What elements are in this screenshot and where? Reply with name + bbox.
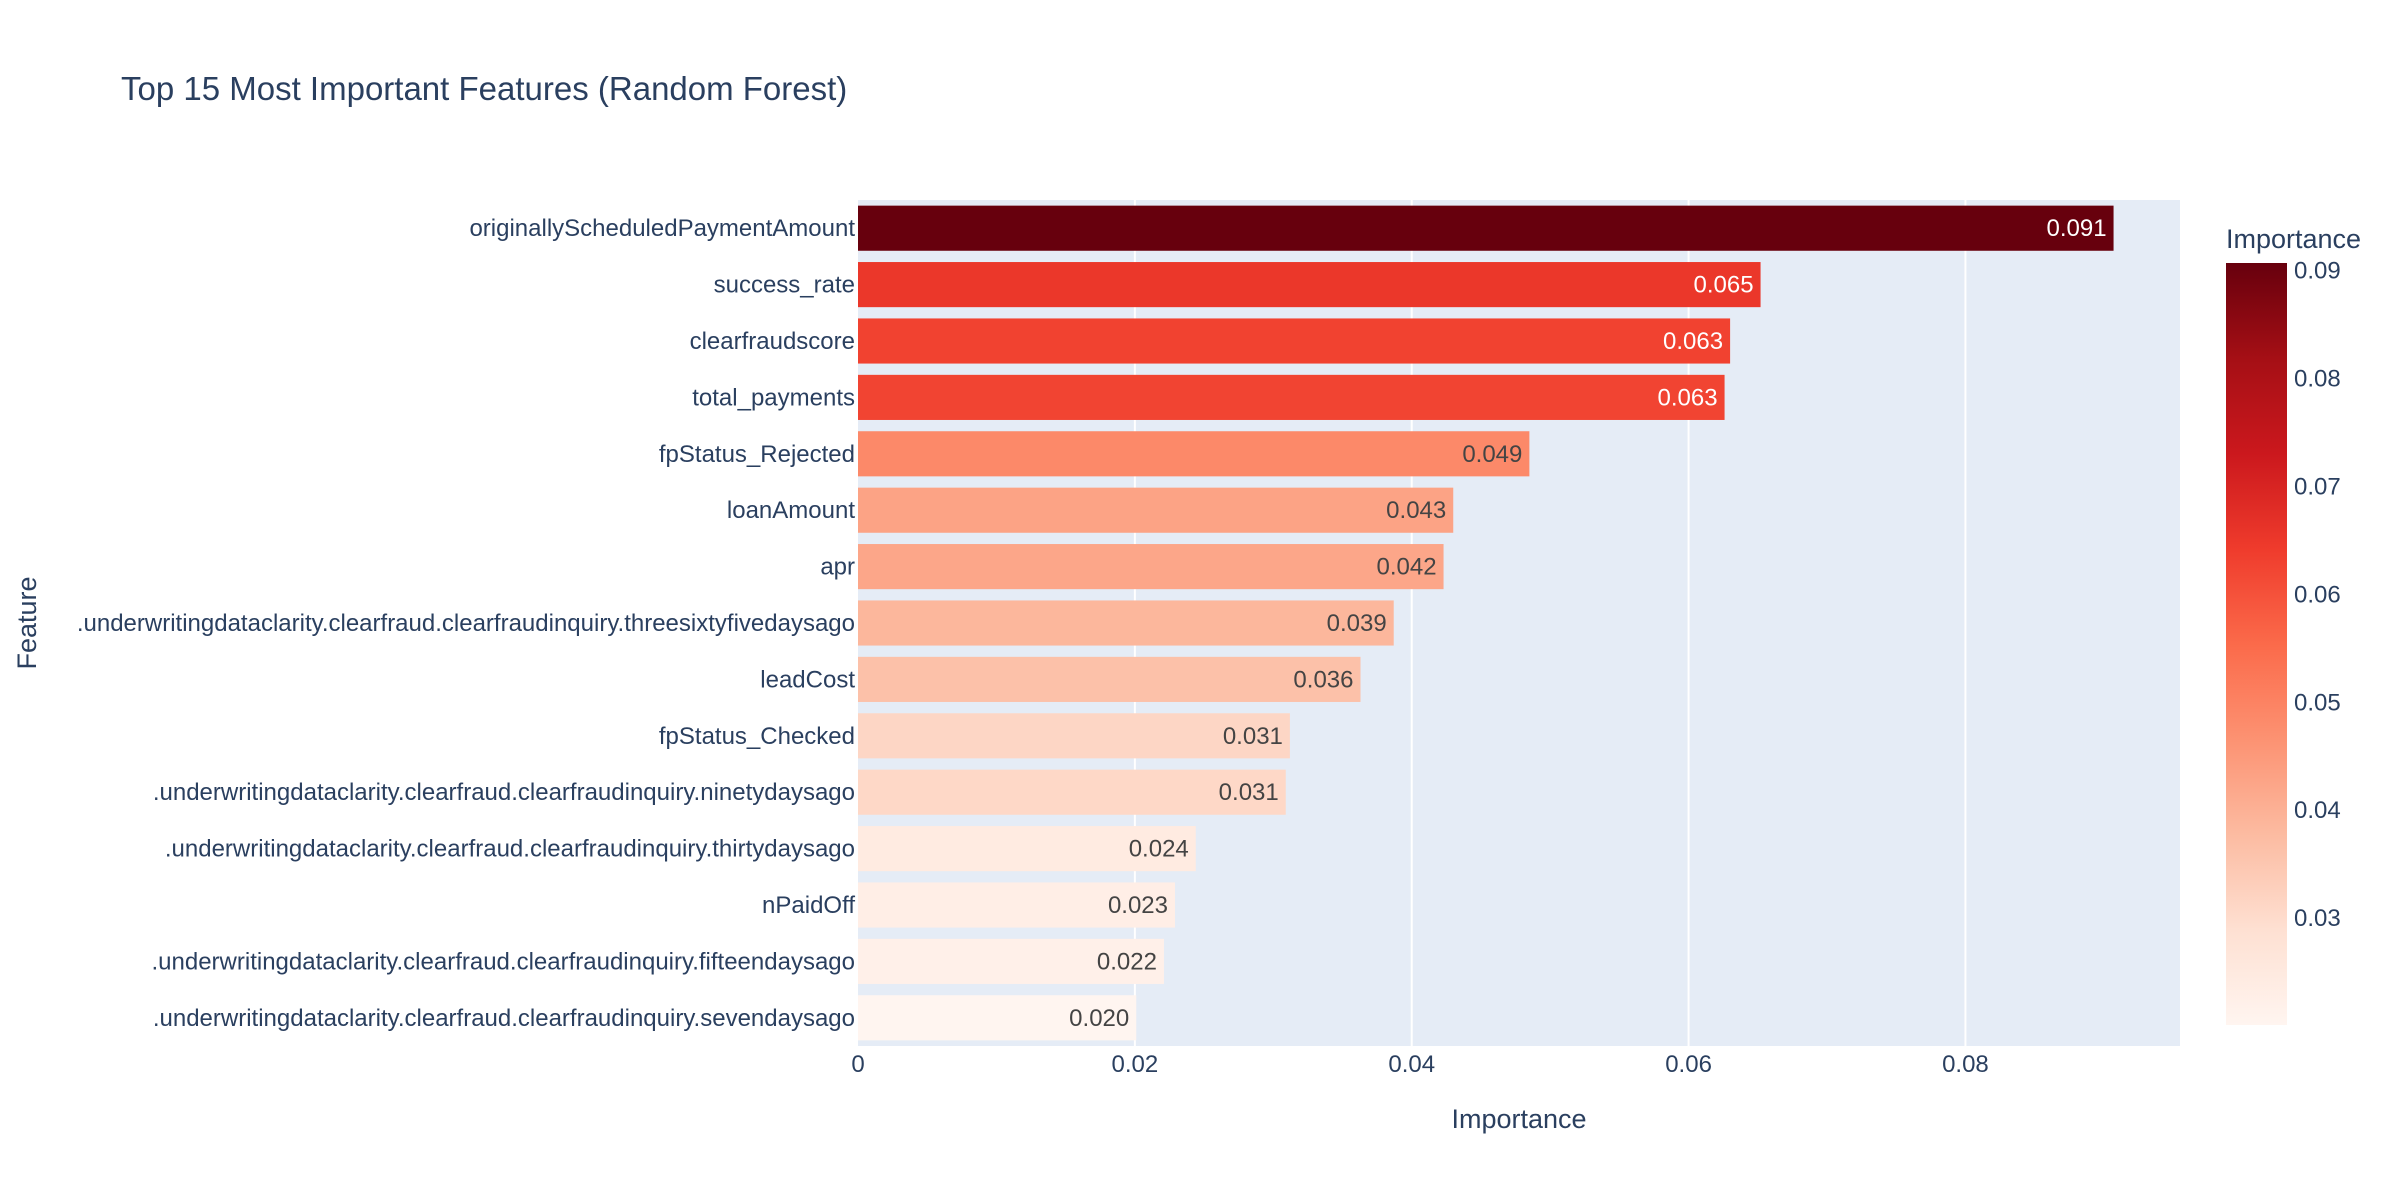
bar: [858, 544, 1444, 590]
colorbar-tick-label: 0.09: [2294, 258, 2341, 285]
bar-value-label: 0.063: [1658, 384, 1718, 411]
colorbar-tick-label: 0.08: [2294, 365, 2341, 392]
bar: [858, 938, 1164, 984]
feature-label: leadCost: [760, 666, 855, 693]
bar-value-label: 0.036: [1293, 666, 1353, 693]
feature-label: .underwritingdataclarity.clearfraud.clea…: [153, 779, 855, 806]
bar-value-label: 0.042: [1376, 554, 1436, 581]
colorbar-ticks-group: 0.03 0.04 0.05 0.06 0.07 0.08 0.09: [2294, 258, 2341, 933]
bar-value-label: 0.024: [1129, 836, 1189, 863]
bar-value-label: 0.063: [1663, 328, 1723, 355]
x-tick-label: 0.08: [1942, 1051, 1989, 1078]
feature-label: nPaidOff: [762, 892, 855, 919]
bar-value-label: 0.020: [1069, 1005, 1129, 1032]
bar: [858, 374, 1725, 420]
feature-label: apr: [820, 554, 855, 581]
bar-value-label: 0.043: [1386, 497, 1446, 524]
colorbar-tick-label: 0.03: [2294, 905, 2341, 932]
colorbar-tick-label: 0.07: [2294, 473, 2341, 500]
bar: [858, 713, 1290, 759]
bars-group: [858, 205, 2114, 1041]
bar-value-label: 0.022: [1097, 948, 1157, 975]
feature-label: .underwritingdataclarity.clearfraud.clea…: [152, 948, 856, 975]
colorbar-tick-label: 0.04: [2294, 797, 2341, 824]
bar-value-label: 0.023: [1108, 892, 1168, 919]
feature-label: fpStatus_Rejected: [659, 441, 855, 468]
bar-value-label: 0.039: [1327, 610, 1387, 637]
bar-value-label: 0.091: [2046, 215, 2106, 242]
feature-label: total_payments: [692, 384, 855, 411]
bar-labels-group: 0.091 0.065 0.063 0.063 0.049 0.043 0.042 0.039…: [1069, 215, 2106, 1032]
bar: [858, 431, 1530, 477]
feature-label: success_rate: [714, 272, 855, 299]
feature-label: fpStatus_Checked: [659, 723, 855, 750]
bar: [858, 995, 1137, 1041]
x-axis-title: Importance: [1451, 1104, 1586, 1134]
bar-value-label: 0.065: [1693, 272, 1753, 299]
feature-label: loanAmount: [727, 497, 855, 524]
bar: [858, 600, 1394, 646]
x-tick-label: 0.06: [1665, 1051, 1712, 1078]
bar: [858, 656, 1361, 702]
feature-label: originallyScheduledPaymentAmount: [469, 215, 855, 242]
y-axis-title: Feature: [12, 576, 42, 669]
bar-value-label: 0.031: [1219, 779, 1279, 806]
x-tick-labels-group: 0 0.02 0.04 0.06 0.08: [851, 1051, 1988, 1078]
colorbar-tick-label: 0.05: [2294, 689, 2341, 716]
bar: [858, 318, 1731, 364]
feature-label: .underwritingdataclarity.clearfraud.clea…: [165, 836, 855, 863]
colorbar: [2226, 263, 2287, 1025]
colorbar-tick-label: 0.06: [2294, 581, 2341, 608]
x-tick-label: 0.04: [1388, 1051, 1435, 1078]
colorbar-title: Importance: [2226, 224, 2361, 254]
x-tick-label: 0.02: [1111, 1051, 1158, 1078]
chart-title: Top 15 Most Important Features (Random F…: [121, 70, 847, 107]
feature-label: clearfraudscore: [690, 328, 855, 355]
x-tick-label: 0: [851, 1051, 864, 1078]
bar: [858, 205, 2114, 251]
bar: [858, 262, 1761, 308]
bar: [858, 882, 1176, 928]
bar: [858, 769, 1286, 815]
bar-value-label: 0.031: [1223, 723, 1283, 750]
feature-label: .underwritingdataclarity.clearfraud.clea…: [77, 610, 855, 637]
feature-labels-group: originallyScheduledPaymentAmount success_…: [77, 215, 856, 1032]
feature-label: .underwritingdataclarity.clearfraud.clea…: [153, 1005, 855, 1032]
bar: [858, 826, 1196, 872]
bar-value-label: 0.049: [1462, 441, 1522, 468]
bar: [858, 487, 1454, 533]
